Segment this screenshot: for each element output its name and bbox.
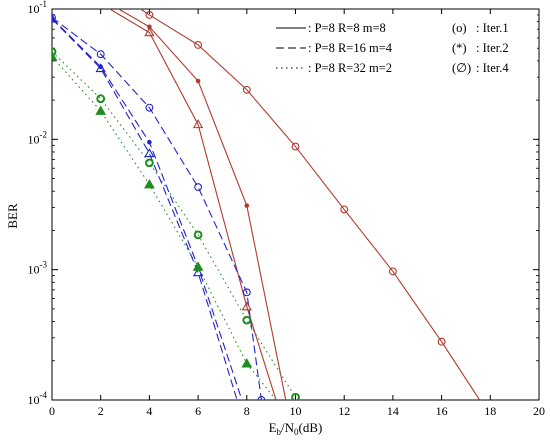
circle-marker (291, 142, 300, 151)
y-axis-label: BER (5, 203, 20, 229)
y-tick-label: 10-4 (28, 390, 48, 407)
series-line (52, 18, 238, 400)
circle-marker (96, 94, 106, 104)
legend-marker-label: : Iter.1 (476, 21, 509, 35)
x-tick-label: 18 (484, 404, 496, 418)
triangle-marker (52, 13, 58, 23)
legend-style-label: : P=8 R=8 m=8 (308, 21, 386, 35)
triangle-marker (144, 148, 155, 158)
y-tick-label: 10-1 (28, 0, 48, 16)
x-tick-label: 12 (338, 404, 350, 418)
legend-styles: : P=8 R=8 m=8 : P=8 R=16 m=4 : P=8 R=32 m=… (276, 21, 393, 75)
circle-marker (291, 392, 300, 400)
triangle-marker (241, 301, 252, 311)
circle-marker (437, 337, 446, 346)
circle-marker (145, 103, 154, 112)
x-axis-label: Eb/N0(dB) (269, 420, 323, 437)
circle-marker (52, 13, 56, 22)
triangle-marker (192, 261, 204, 271)
circle-marker (145, 158, 154, 168)
circle-marker (194, 40, 203, 49)
legend-markers: (o) : Iter.1 (*) : Iter.2 (∅) : Iter.4 (452, 21, 509, 75)
x-tick-label: 14 (387, 404, 399, 418)
x-tick-label: 2 (98, 404, 104, 418)
x-axis-label-sub2: 0 (294, 427, 299, 437)
circle-marker (257, 396, 266, 400)
circle-marker (242, 288, 251, 297)
star-marker (244, 203, 250, 208)
circle-marker (145, 11, 154, 19)
legend-style-label: : P=8 R=16 m=4 (308, 41, 393, 55)
y-tick-label: 10-3 (28, 260, 48, 277)
legend-marker-label: : Iter.2 (476, 41, 509, 55)
triangle-marker (192, 267, 204, 277)
legend-marker-symbol: (o) (452, 21, 467, 35)
circle-marker (194, 183, 203, 192)
x-axis-label-main: E (269, 420, 277, 435)
x-axis-label-sub1: b (277, 427, 282, 437)
triangle-marker (144, 27, 155, 37)
circle-marker (388, 267, 397, 276)
star-marker (195, 78, 201, 84)
legend: : P=8 R=8 m=8 : P=8 R=16 m=4 : P=8 R=32 m=… (266, 14, 537, 84)
circle-marker (52, 47, 57, 57)
x-tick-label: 6 (195, 404, 201, 418)
triangle-marker (144, 179, 155, 189)
x-tick-label: 8 (244, 404, 250, 418)
x-tick-label: 0 (49, 404, 55, 418)
legend-box (266, 14, 537, 84)
series-line (139, 9, 481, 400)
circle-marker (242, 315, 252, 325)
axis-ticks: 0 2 4 6 8 10 12 14 16 18 20 10-1 10-2 10-3 10-4 (28, 0, 546, 418)
x-tick-label: 4 (146, 404, 152, 418)
x-axis-label-tail: (dB) (299, 420, 323, 435)
y-tick-label: 10-2 (28, 129, 48, 146)
circle-marker (242, 85, 251, 94)
triangle-marker (95, 105, 107, 115)
x-tick-label: 20 (533, 404, 545, 418)
legend-marker-symbol: (∅) (452, 61, 471, 75)
legend-marker-symbol: (*) (452, 41, 467, 55)
series-line (108, 9, 277, 400)
x-tick-label: 10 (290, 404, 302, 418)
circle-marker (340, 205, 349, 214)
x-tick-label: 16 (436, 404, 448, 418)
circle-marker (96, 50, 105, 59)
triangle-marker (241, 358, 253, 368)
series-line (52, 56, 277, 400)
circle-marker (193, 230, 203, 240)
legend-style-label: : P=8 R=32 m=2 (308, 61, 392, 75)
triangle-marker (95, 63, 106, 73)
triangle-marker (192, 119, 204, 129)
star-marker (147, 139, 152, 145)
series-line (52, 51, 296, 398)
triangle-marker (52, 51, 58, 61)
legend-marker-label: : Iter.4 (476, 61, 509, 75)
x-axis-label-mid: /N (281, 420, 295, 435)
markers-layer (52, 11, 446, 400)
